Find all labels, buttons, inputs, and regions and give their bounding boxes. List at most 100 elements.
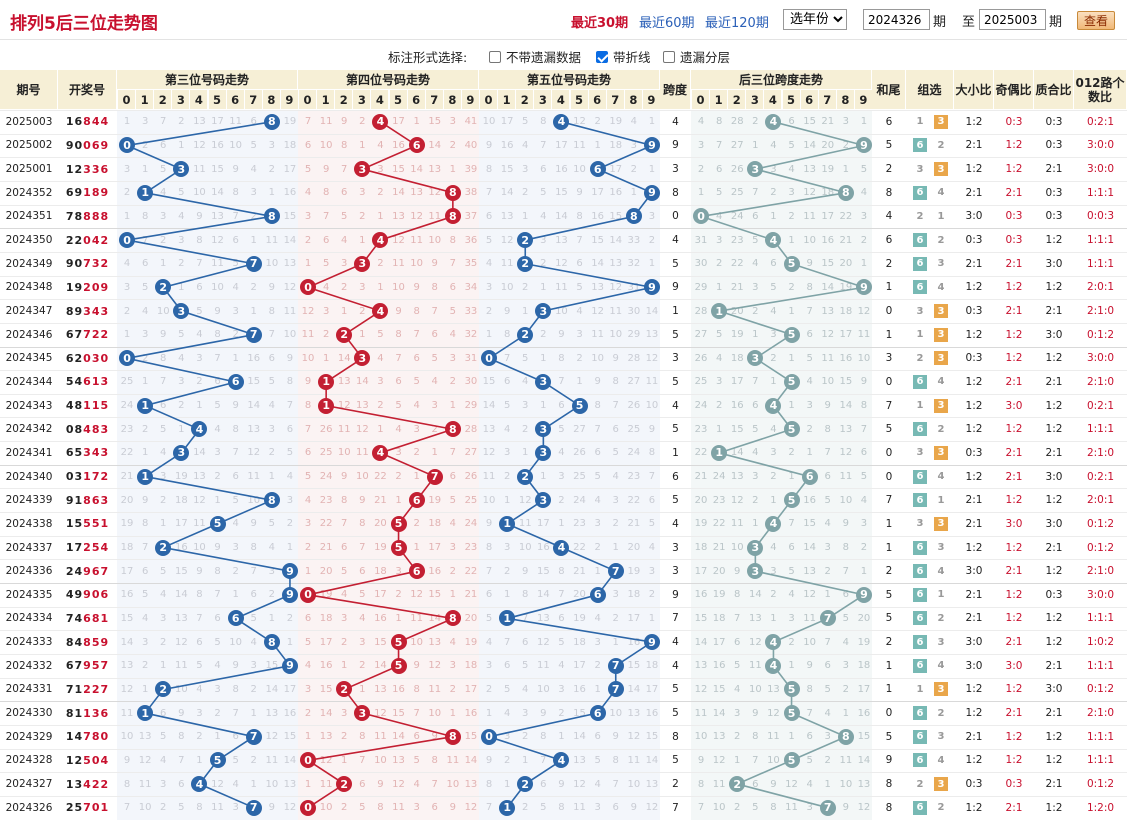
spanTrend-miss-count: 23 <box>694 423 708 435</box>
pos5-miss-count: 21 <box>627 518 641 530</box>
spanTrend-miss-count: 19 <box>839 281 853 293</box>
to-issue-input[interactable] <box>979 9 1046 30</box>
pos4-miss-count: 19 <box>464 636 478 648</box>
span-value: 5 <box>672 257 679 270</box>
prime-composite-ratio: 2:1 <box>1045 446 1063 459</box>
pos5-miss-count: 23 <box>627 471 641 483</box>
option-bar: 标注形式选择: 不带遗漏数据 带折线 遗漏分层 <box>0 41 1127 68</box>
pos5-miss-count: 8 <box>648 447 656 459</box>
pos5-miss-count: 9 <box>612 731 619 743</box>
pos3-miss-count: 2 <box>160 494 167 506</box>
sum-tail-value: 5 <box>885 588 893 601</box>
pos5-miss-count: 12 <box>645 352 659 364</box>
pos4-miss-count: 21 <box>374 494 387 506</box>
pos5-miss-count: 26 <box>627 400 641 412</box>
pos4-miss-count: 7 <box>431 778 438 790</box>
pos3-miss-count: 1 <box>286 636 294 648</box>
span-value: 4 <box>672 234 679 247</box>
pos4-miss-count: 5 <box>359 589 366 601</box>
pos4-miss-count: 4 <box>304 187 312 199</box>
pos3-ball: 7 <box>245 728 262 745</box>
period-link-60[interactable]: 最近60期 <box>639 16 695 31</box>
pos5-miss-count: 6 <box>503 376 511 388</box>
pos5-miss-count: 9 <box>612 352 619 364</box>
winning-number-tail: 030 <box>83 351 110 365</box>
pos3-miss-count: 5 <box>160 423 167 435</box>
spanTrend-miss-count: 11 <box>803 210 816 222</box>
spanTrend-miss-count: 9 <box>842 802 850 814</box>
pos4-miss-count: 21 <box>464 589 478 601</box>
pos5-miss-count: 2 <box>594 660 601 672</box>
winning-number-tail: 888 <box>83 209 110 223</box>
span-value: 4 <box>672 115 679 128</box>
pos5-miss-count: 17 <box>591 187 604 199</box>
pos3-miss-count: 5 <box>268 376 276 388</box>
period-link-120[interactable]: 最近120期 <box>705 16 769 31</box>
pos4-miss-count: 1 <box>377 281 384 293</box>
spanTrend-miss-count: 7 <box>752 187 759 199</box>
year-select[interactable]: 选年份 <box>783 9 847 30</box>
pos5-miss-count: 2 <box>522 281 529 293</box>
spanTrend-miss-count: 17 <box>839 329 853 341</box>
pos3-ball: 1 <box>137 468 154 485</box>
checkbox-checked-icon[interactable] <box>596 50 608 63</box>
query-button[interactable]: 查看 <box>1077 11 1115 30</box>
pos5-miss-count: 18 <box>609 139 623 151</box>
winning-number-tail: 701 <box>83 801 110 815</box>
pos3-miss-count: 8 <box>232 187 239 199</box>
checkbox-icon[interactable] <box>663 50 675 63</box>
period-link-30[interactable]: 最近30期 <box>571 16 629 31</box>
from-issue-input[interactable] <box>863 9 930 30</box>
pos3-miss-count: 17 <box>120 565 134 577</box>
pos4-miss-count: 5 <box>413 754 420 766</box>
group-six-marker: 1 <box>916 116 924 128</box>
spanTrend-miss-count: 2 <box>860 234 868 246</box>
pos4-miss-count: 9 <box>413 281 420 293</box>
pos3-miss-count: 9 <box>250 518 257 530</box>
pos3-miss-count: 7 <box>141 234 149 246</box>
winning-number-head: 89 <box>65 304 84 318</box>
spanTrend-miss-count: 17 <box>730 376 744 388</box>
group-six-marker: 6 <box>913 540 927 555</box>
issue-number: 2024333 <box>5 636 53 649</box>
winning-number-head: 17 <box>65 541 84 554</box>
pos3-miss-count: 7 <box>250 565 257 577</box>
pos5-miss-count: 8 <box>540 116 547 128</box>
spanTrend-ball: 1 <box>711 444 728 461</box>
prime-composite-ratio: 1:2 <box>1045 801 1063 814</box>
odd-even-ratio: 1:2 <box>1005 683 1023 696</box>
road012-ratio: 0:2:1 <box>1086 115 1115 128</box>
pos5-miss-count: 12 <box>591 305 604 317</box>
pos5-miss-count: 7 <box>503 352 511 364</box>
pos3-header-digit-5: 5 <box>208 90 227 110</box>
group-six-marker: 2 <box>916 778 924 790</box>
option-no-miss[interactable]: 不带遗漏数据 <box>489 47 581 66</box>
pos5-miss-count: 27 <box>573 423 586 435</box>
pos4-miss-count: 10 <box>374 754 387 766</box>
pos4-miss-count: 12 <box>355 423 369 435</box>
spanTrend-miss-count: 16 <box>694 589 708 601</box>
option-polyline[interactable]: 带折线 <box>596 47 651 66</box>
pos4-miss-count: 9 <box>431 258 438 270</box>
pos3-miss-count: 1 <box>160 660 167 672</box>
group-three-marker: 3 <box>934 682 948 697</box>
spanTrend-miss-count: 14 <box>694 636 708 648</box>
pos4-miss-count: 1 <box>413 542 420 553</box>
pos3-miss-count: 1 <box>196 400 203 412</box>
pos5-miss-count: 4 <box>630 116 638 128</box>
pos3-miss-count: 12 <box>193 139 206 151</box>
issue-number: 2024342 <box>5 423 53 436</box>
pos5-miss-count: 24 <box>627 447 641 459</box>
checkbox-icon[interactable] <box>489 50 501 63</box>
pos4-miss-count: 4 <box>413 400 420 412</box>
option-miss-layer[interactable]: 遗漏分层 <box>663 47 730 66</box>
pos4-miss-count: 3 <box>304 683 312 695</box>
pos5-miss-count: 11 <box>573 802 586 814</box>
odd-even-ratio: 1:2 <box>1005 494 1023 507</box>
winning-number-tail: 780 <box>83 730 110 744</box>
spanTrend-ball: 9 <box>855 586 872 603</box>
spanTrend-miss-count: 4 <box>842 636 850 648</box>
odd-even-ratio: 1:2 <box>1005 541 1023 554</box>
pos4-miss-count: 12 <box>301 305 315 317</box>
pos3-miss-count: 1 <box>141 163 149 175</box>
